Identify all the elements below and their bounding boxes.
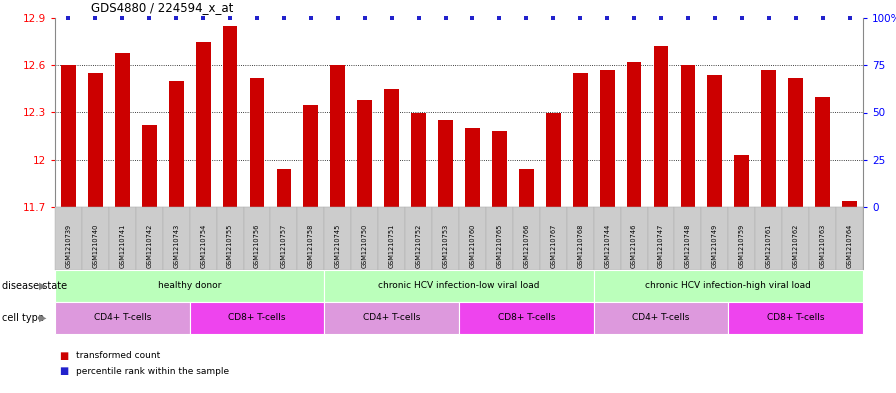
Text: disease state: disease state: [2, 281, 67, 291]
Text: ■: ■: [59, 366, 69, 376]
Text: GSM1210750: GSM1210750: [362, 224, 367, 268]
Bar: [842, 201, 857, 207]
Text: GSM1210763: GSM1210763: [820, 224, 825, 268]
Text: CD4+ T-cells: CD4+ T-cells: [633, 314, 690, 323]
Bar: [195, 42, 211, 207]
Bar: [788, 78, 803, 207]
Text: GSM1210754: GSM1210754: [200, 224, 206, 268]
Text: GSM1210739: GSM1210739: [65, 224, 72, 268]
Text: GSM1210765: GSM1210765: [496, 224, 503, 268]
Text: GSM1210757: GSM1210757: [281, 224, 287, 268]
Text: GSM1210767: GSM1210767: [550, 224, 556, 268]
Text: GSM1210745: GSM1210745: [335, 224, 340, 268]
Text: GSM1210749: GSM1210749: [711, 224, 718, 268]
Text: CD8+ T-cells: CD8+ T-cells: [767, 314, 824, 323]
Text: GSM1210748: GSM1210748: [685, 224, 691, 268]
Text: chronic HCV infection-high viral load: chronic HCV infection-high viral load: [645, 281, 811, 290]
Text: percentile rank within the sample: percentile rank within the sample: [75, 367, 228, 376]
Text: transformed count: transformed count: [75, 351, 159, 360]
Bar: [465, 128, 480, 207]
Bar: [61, 65, 76, 207]
Bar: [142, 125, 157, 207]
Text: GSM1210768: GSM1210768: [577, 224, 583, 268]
Bar: [815, 97, 830, 207]
Text: GSM1210744: GSM1210744: [604, 224, 610, 268]
Text: chronic HCV infection-low viral load: chronic HCV infection-low viral load: [378, 281, 539, 290]
Bar: [384, 89, 399, 207]
Bar: [492, 131, 507, 207]
Bar: [653, 46, 668, 207]
Bar: [331, 65, 345, 207]
Text: CD8+ T-cells: CD8+ T-cells: [497, 314, 556, 323]
Text: GSM1210746: GSM1210746: [631, 224, 637, 268]
Bar: [708, 75, 722, 207]
Text: cell type: cell type: [2, 313, 44, 323]
Text: GSM1210752: GSM1210752: [416, 224, 422, 268]
Bar: [88, 73, 103, 207]
Text: GSM1210741: GSM1210741: [119, 224, 125, 268]
Text: GSM1210766: GSM1210766: [523, 224, 530, 268]
Text: GSM1210761: GSM1210761: [766, 224, 771, 268]
Bar: [358, 100, 372, 207]
Text: GSM1210764: GSM1210764: [847, 224, 852, 268]
Text: GSM1210758: GSM1210758: [308, 224, 314, 268]
Bar: [762, 70, 776, 207]
Text: CD4+ T-cells: CD4+ T-cells: [94, 314, 151, 323]
Text: GSM1210753: GSM1210753: [443, 224, 449, 268]
Text: GSM1210740: GSM1210740: [92, 224, 99, 268]
Text: ▶: ▶: [39, 281, 47, 291]
Text: CD4+ T-cells: CD4+ T-cells: [363, 314, 420, 323]
Text: GDS4880 / 224594_x_at: GDS4880 / 224594_x_at: [90, 1, 233, 14]
Bar: [735, 155, 749, 207]
Text: GSM1210751: GSM1210751: [389, 224, 394, 268]
Text: GSM1210756: GSM1210756: [254, 224, 260, 268]
Text: GSM1210762: GSM1210762: [793, 224, 798, 268]
Bar: [411, 112, 426, 207]
Text: healthy donor: healthy donor: [158, 281, 221, 290]
Bar: [168, 81, 184, 207]
Text: GSM1210743: GSM1210743: [173, 224, 179, 268]
Bar: [573, 73, 588, 207]
Bar: [277, 169, 291, 207]
Bar: [223, 26, 237, 207]
Bar: [681, 65, 695, 207]
Text: GSM1210760: GSM1210760: [470, 224, 476, 268]
Text: ■: ■: [59, 351, 69, 361]
Bar: [304, 105, 318, 207]
Text: GSM1210747: GSM1210747: [658, 224, 664, 268]
Bar: [599, 70, 615, 207]
Bar: [115, 53, 130, 207]
Bar: [438, 120, 453, 207]
Bar: [250, 78, 264, 207]
Text: ▶: ▶: [39, 313, 47, 323]
Text: CD8+ T-cells: CD8+ T-cells: [228, 314, 286, 323]
Bar: [546, 112, 561, 207]
Bar: [626, 62, 642, 207]
Text: GSM1210755: GSM1210755: [227, 224, 233, 268]
Text: GSM1210742: GSM1210742: [146, 224, 152, 268]
Text: GSM1210759: GSM1210759: [739, 224, 745, 268]
Bar: [519, 169, 534, 207]
